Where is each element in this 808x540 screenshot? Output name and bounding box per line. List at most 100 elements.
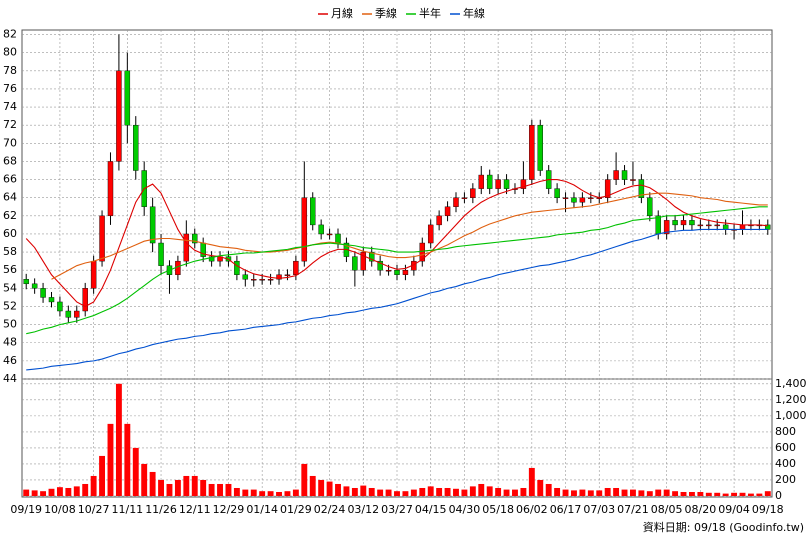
ma-line	[26, 228, 768, 371]
y-tick-label: 50	[3, 318, 17, 331]
volume-bar	[579, 489, 586, 496]
candle-body	[722, 224, 729, 230]
candle-body	[267, 279, 274, 281]
volume-bar	[655, 489, 662, 496]
volume-bar	[242, 489, 249, 496]
volume-bar	[739, 492, 746, 496]
y-tick-label: 76	[3, 82, 17, 95]
volume-bar	[747, 493, 754, 496]
x-tick-label: 06/17	[550, 503, 582, 516]
volume-bar	[394, 491, 400, 496]
volume-bar	[259, 491, 266, 496]
candle-body	[82, 288, 88, 312]
volume-bar	[23, 489, 30, 496]
y-tick-label: 44	[3, 372, 17, 385]
volume-bar	[377, 489, 384, 496]
volume-bar	[174, 479, 181, 496]
candle-body	[301, 197, 308, 262]
volume-bar	[680, 491, 687, 496]
candle-body	[242, 274, 249, 280]
volume-tick-label: 200	[775, 473, 796, 486]
candle-body	[529, 124, 535, 180]
candle-body	[99, 215, 105, 262]
ma-line	[25, 179, 768, 308]
volume-bar	[368, 487, 375, 496]
x-tick-label: 06/02	[516, 503, 548, 516]
volume-bar	[90, 475, 97, 496]
candle-body	[444, 206, 451, 217]
volume-bar	[604, 487, 611, 496]
legend-label: 季線	[375, 6, 397, 20]
volume-bar	[309, 475, 316, 496]
x-tick-label: 03/27	[381, 503, 413, 516]
candle-body	[149, 206, 156, 244]
candle-body	[40, 288, 46, 298]
x-tick-label: 10/08	[44, 503, 76, 516]
y-tick-label: 52	[3, 299, 17, 312]
x-tick-label: 09/04	[718, 503, 750, 516]
candle-body	[495, 179, 501, 189]
volume-bar	[478, 483, 485, 496]
x-tick-label: 10/27	[78, 503, 110, 516]
volume-bar	[115, 383, 122, 496]
volume-bar	[520, 487, 527, 496]
candle-body	[368, 251, 375, 262]
candle-body	[402, 270, 409, 275]
y-tick-label: 58	[3, 245, 17, 258]
volume-bar	[141, 463, 148, 496]
candle-body	[90, 260, 97, 289]
candle-body	[537, 124, 543, 171]
volume-bar	[453, 488, 459, 496]
volume-bar	[318, 479, 325, 496]
volume-tick-label: 1,000	[775, 409, 807, 422]
candle-body	[74, 310, 80, 318]
volume-bar	[562, 489, 569, 496]
volume-bar	[444, 487, 451, 496]
volume-bar	[638, 490, 645, 496]
volume-bar	[301, 463, 308, 496]
candle-body	[335, 233, 341, 244]
volume-bar	[82, 483, 89, 496]
volume-bar	[225, 483, 232, 496]
x-tick-label: 09/18	[752, 503, 784, 516]
x-tick-label: 11/26	[145, 503, 177, 516]
candle-body	[419, 242, 426, 262]
x-tick-label: 02/24	[314, 503, 346, 516]
candle-body	[310, 197, 316, 226]
x-tick-label: 05/18	[482, 503, 514, 516]
candle-body	[562, 197, 569, 199]
volume-bar	[335, 483, 341, 496]
candle-body	[284, 274, 291, 276]
candle-body	[604, 179, 611, 198]
volume-bar	[276, 491, 282, 496]
y-tick-label: 68	[3, 154, 17, 167]
volume-bar	[545, 483, 552, 496]
footnote: 資料日期: 09/18 (Goodinfo.tw)	[643, 520, 804, 534]
x-tick-label: 09/19	[10, 503, 42, 516]
x-tick-label: 08/20	[685, 503, 717, 516]
candle-body	[208, 256, 215, 262]
volume-bar	[402, 491, 409, 496]
volume-bar	[512, 489, 518, 496]
volume-bar	[149, 471, 156, 496]
y-tick-label: 48	[3, 336, 17, 349]
y-tick-label: 78	[3, 64, 17, 77]
volume-bar	[537, 479, 544, 496]
candle-body	[276, 274, 282, 280]
y-tick-label: 46	[3, 354, 17, 367]
candle-body	[48, 297, 55, 303]
candle-body	[318, 224, 324, 235]
candle-body	[133, 124, 139, 171]
ma-line	[51, 192, 768, 280]
volume-bar	[410, 489, 417, 496]
candle-body	[554, 188, 560, 198]
volume-bar	[48, 488, 55, 496]
volume-bar	[217, 483, 223, 496]
y-tick-label: 66	[3, 173, 17, 186]
candle-body	[689, 220, 695, 226]
candle-body	[621, 170, 628, 180]
candle-body	[116, 70, 122, 162]
volume-bar	[385, 489, 392, 496]
candle-body	[436, 215, 442, 226]
